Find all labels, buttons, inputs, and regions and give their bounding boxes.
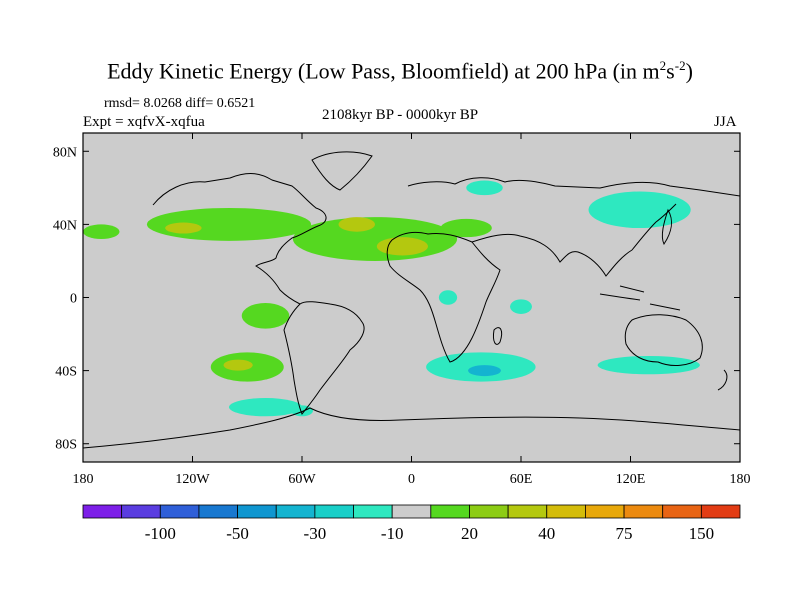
season-label: JJA [714, 114, 737, 130]
colorbar-swatch [82, 504, 123, 519]
colorbar-swatch [237, 504, 277, 519]
y-tick-label: 80S [55, 438, 77, 453]
colorbar-label: 40 [538, 524, 555, 543]
x-tick-label: 180 [73, 472, 94, 487]
greenland-coastline [311, 151, 373, 191]
anomaly-region-tropical-pacific-positive [241, 302, 290, 329]
europe-africa-coastline [407, 177, 740, 197]
colorbar-label: 75 [616, 524, 633, 543]
colorbar-label: -100 [145, 524, 176, 543]
colorbar-swatch [353, 504, 393, 519]
colorbar-label: -30 [304, 524, 327, 543]
colorbar-swatch [275, 504, 316, 519]
map-background [83, 133, 740, 462]
anomaly-region-indian-ocean-negative [510, 299, 532, 314]
madagascar-coastline [493, 327, 503, 345]
anomaly-region-south-pacific-core [223, 359, 253, 371]
anomaly-region-west-atlantic-core [338, 217, 375, 232]
colorbar-swatch [159, 504, 200, 519]
new-zealand-coastline [717, 369, 728, 391]
anomaly-region-arabian-sea [440, 218, 492, 238]
asia-coastline [471, 203, 677, 277]
north-america-coastline [152, 173, 327, 305]
colorbar-swatch [546, 504, 586, 519]
y-tick-label: 0 [70, 292, 77, 307]
chart-title: Eddy Kinetic Energy (Low Pass, Bloomfiel… [107, 58, 693, 84]
colorbar-swatch [430, 504, 470, 519]
anomaly-region-east-asia-negative [588, 191, 691, 229]
anomaly-region-arctic-negative [466, 180, 503, 196]
anomaly-region-southern-ocean-negative [229, 398, 302, 417]
anomaly-region-pacific-jet-core [165, 222, 202, 234]
y-tick-label: 40S [55, 365, 77, 380]
x-tick-label: 180 [730, 472, 751, 487]
x-tick-label: 60W [288, 472, 316, 487]
colorbar-swatch [391, 504, 432, 519]
anomaly-region-east-africa-negative [438, 290, 458, 305]
period-label: 2108kyr BP - 0000kyr BP [321, 107, 479, 123]
anomaly-region-australia-negative [597, 355, 700, 375]
colorbar-swatch [121, 504, 161, 519]
x-tick-label: 120E [616, 472, 646, 487]
y-tick-label: 80N [53, 145, 77, 160]
y-tick-label: 40N [53, 218, 77, 233]
colorbar-swatch [662, 504, 702, 519]
colorbar-swatch [469, 504, 509, 519]
anomaly-region-atlantic-europe-belt [292, 217, 458, 261]
australia-coastline [624, 314, 703, 366]
x-tick-label: 120W [175, 472, 210, 487]
antarctica-coastline [83, 407, 740, 449]
colorbar-swatch [314, 504, 354, 519]
colorbar-swatch [623, 504, 664, 519]
africa-coastline [386, 231, 501, 363]
colorbar-label: 20 [461, 524, 478, 543]
x-tick-label: 60E [510, 472, 533, 487]
colorbar-swatch [700, 504, 741, 519]
colorbar-swatch [507, 504, 548, 519]
colorbar-label: -50 [226, 524, 249, 543]
anomaly-region-north-pacific-west [83, 224, 120, 240]
x-tick-label: 0 [408, 472, 415, 487]
colorbar-label: -10 [381, 524, 404, 543]
indonesia-coastline [599, 285, 681, 311]
colorbar-label: 150 [689, 524, 715, 543]
japan-coastline [661, 208, 672, 245]
anomaly-region-north-africa-core [376, 237, 428, 256]
colorbar-swatch [585, 504, 625, 519]
south-america-coastline [283, 301, 365, 416]
colorbar-swatch [198, 504, 238, 519]
stats-label: rmsd= 8.0268 diff= 0.6521 [104, 96, 256, 111]
anomaly-region-south-atlantic-core [468, 365, 501, 377]
experiment-label: Expt = xqfvX-xqfua [83, 114, 205, 130]
